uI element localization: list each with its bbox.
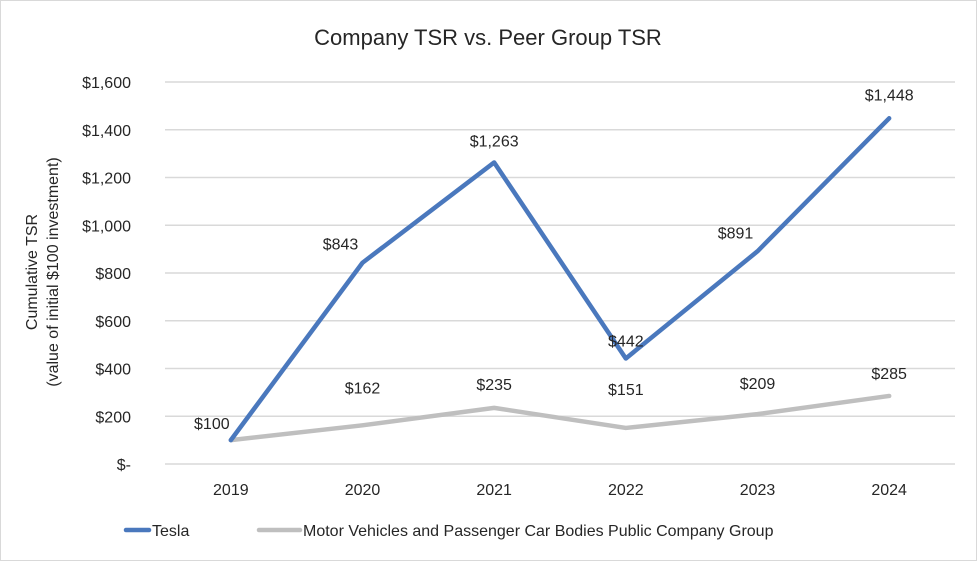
series-lines	[228, 116, 892, 443]
y-tick-label: $1,200	[82, 171, 131, 188]
y-axis-label: Cumulative TSR (value of initial $100 in…	[24, 157, 62, 386]
x-tick-label: 2019	[213, 482, 249, 499]
data-labels: $100 $843 $1,263 $442 $891 $1,448 $162 $235 $151…	[194, 87, 914, 433]
y-tick-label: $800	[95, 266, 131, 283]
peer-group-data-label: $151	[608, 382, 644, 399]
peer-group-data-label: $162	[345, 380, 381, 397]
legend-label-peer-group: Motor Vehicles and Passenger Car Bodies …	[303, 523, 774, 540]
x-tick-label: 2023	[740, 482, 776, 499]
peer-group-data-label: $285	[871, 366, 907, 383]
tesla-data-label: $442	[608, 333, 644, 350]
x-tick-label: 2020	[345, 482, 381, 499]
y-tick-label: $-	[117, 457, 131, 474]
y-tick-label: $400	[95, 362, 131, 379]
y-tick-label: $1,400	[82, 123, 131, 140]
y-tick-label: $1,000	[82, 218, 131, 235]
y-tick-label: $1,600	[82, 75, 131, 92]
legend: Tesla Motor Vehicles and Passenger Car Bo…	[123, 523, 774, 540]
y-axis-label-line-1: Cumulative TSR	[24, 214, 41, 330]
y-axis-ticks: $- $200 $400 $600 $800 $1,000 $1,200 $1,400 $1,6…	[82, 75, 131, 474]
peer-group-data-label: $209	[740, 376, 776, 393]
x-tick-label: 2022	[608, 482, 644, 499]
tesla-data-label: $100	[194, 416, 230, 433]
gridlines	[165, 81, 955, 465]
tesla-data-label: $1,448	[865, 87, 914, 104]
y-tick-label: $200	[95, 409, 131, 426]
legend-label-tesla: Tesla	[152, 523, 189, 540]
x-tick-label: 2021	[476, 482, 512, 499]
x-tick-label: 2024	[871, 482, 907, 499]
chart-title: Company TSR vs. Peer Group TSR	[314, 25, 662, 50]
x-axis-ticks: 2019 2020 2021 2022 2023 2024	[213, 482, 907, 499]
series-line-tesla	[228, 116, 892, 443]
y-tick-label: $600	[95, 314, 131, 331]
peer-group-data-label: $235	[476, 377, 512, 394]
tesla-data-label: $1,263	[470, 133, 519, 150]
y-axis-label-line-2: (value of initial $100 investment)	[45, 157, 62, 386]
tesla-data-label: $843	[323, 237, 359, 254]
tesla-data-label: $891	[718, 225, 754, 242]
series-line-peer-group	[228, 393, 892, 443]
